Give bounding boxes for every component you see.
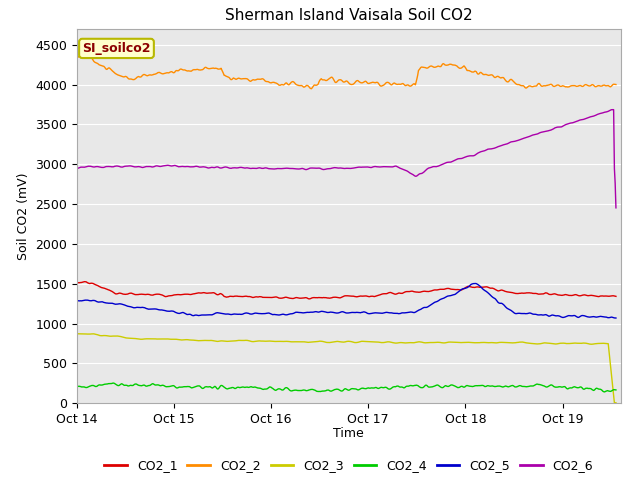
Title: Sherman Island Vaisala Soil CO2: Sherman Island Vaisala Soil CO2	[225, 9, 472, 24]
Y-axis label: Soil CO2 (mV): Soil CO2 (mV)	[17, 172, 29, 260]
Text: SI_soilco2: SI_soilco2	[82, 42, 151, 55]
X-axis label: Time: Time	[333, 427, 364, 440]
Legend: CO2_1, CO2_2, CO2_3, CO2_4, CO2_5, CO2_6: CO2_1, CO2_2, CO2_3, CO2_4, CO2_5, CO2_6	[99, 455, 598, 478]
